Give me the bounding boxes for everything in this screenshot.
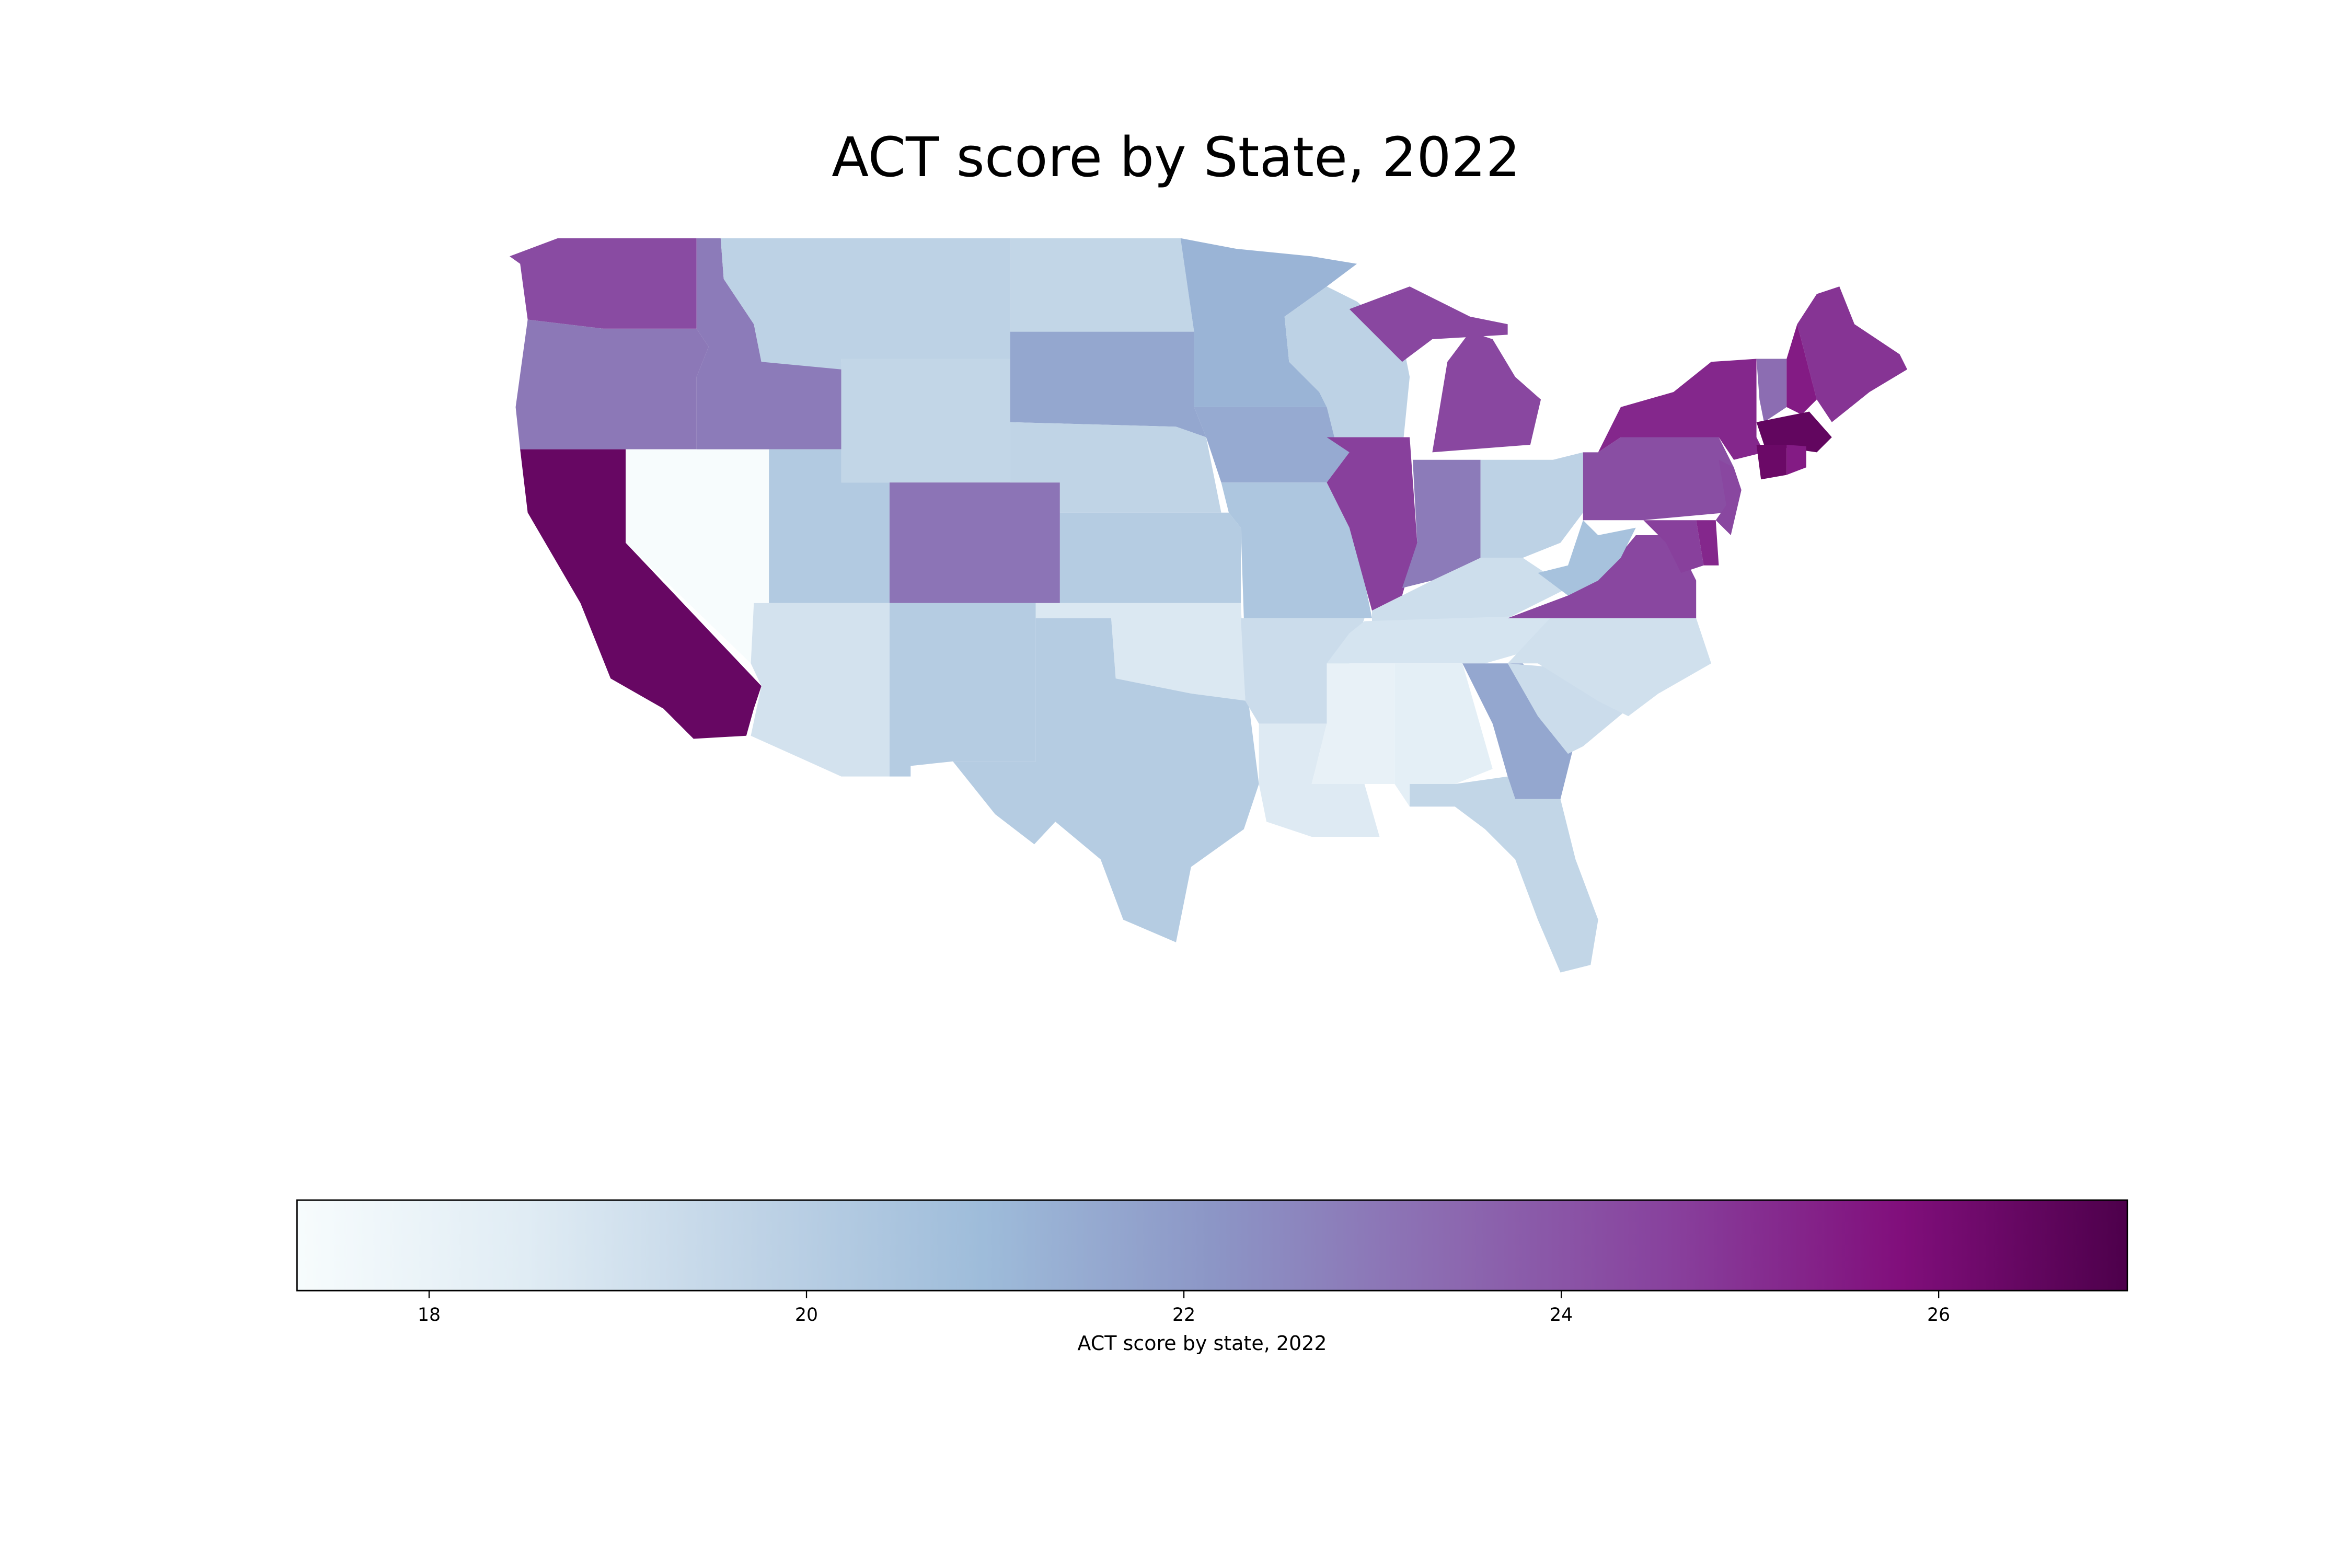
state-id [696, 238, 841, 449]
state-vt [1756, 359, 1787, 422]
colorbar-gradient [296, 1199, 2128, 1292]
state-tx [953, 618, 1259, 942]
state-ny [1598, 359, 1764, 460]
state-nj [1715, 459, 1742, 536]
state-la [1259, 723, 1380, 837]
colorbar-tick-label: 26 [1927, 1305, 1950, 1325]
state-me [1797, 286, 1908, 422]
state-az [751, 603, 890, 777]
state-ri [1786, 444, 1806, 475]
state-mi [1432, 331, 1541, 453]
state-nd [1010, 238, 1194, 332]
state-ct [1756, 444, 1787, 480]
state-de [1696, 520, 1719, 566]
state-pa [1583, 437, 1734, 521]
state-mt [720, 238, 1010, 370]
state-nc [1507, 615, 1712, 717]
colorbar: 18 20 22 24 26 [296, 1199, 2128, 1325]
colorbar-label: ACT score by state, 2022 [1077, 1332, 1327, 1355]
state-ia [1194, 407, 1350, 483]
state-ga [1462, 663, 1576, 799]
state-ca [520, 449, 762, 739]
state-oh [1480, 452, 1583, 558]
state-wy [841, 359, 1010, 483]
state-mn [1180, 238, 1357, 407]
state-nv [626, 449, 769, 664]
state-wv [1538, 520, 1636, 596]
state-sd [1010, 331, 1206, 437]
state-in [1402, 459, 1481, 588]
colorbar-tick-label: 22 [1172, 1305, 1195, 1325]
colorbar-tick-label: 18 [418, 1305, 441, 1325]
state-ne [1010, 422, 1221, 513]
state-nh [1786, 324, 1817, 415]
state-ma [1756, 411, 1832, 453]
colorbar-tick-label: 24 [1550, 1305, 1573, 1325]
state-nm [889, 603, 1036, 777]
state-mi [1349, 286, 1508, 362]
state-wa [510, 238, 697, 329]
state-fl [1410, 776, 1598, 973]
state-tn [1327, 615, 1553, 664]
state-ut [769, 449, 890, 603]
state-ms [1311, 663, 1395, 784]
state-il [1327, 437, 1417, 611]
chart-title: ACT score by State, 2022 [832, 125, 1520, 189]
state-ok [1035, 603, 1246, 701]
state-md [1643, 520, 1704, 573]
state-co [889, 482, 1060, 603]
state-or [515, 319, 709, 449]
state-ky [1372, 558, 1568, 621]
state-ks [1059, 512, 1241, 603]
state-mo [1221, 482, 1372, 618]
colorbar-tick-label: 20 [795, 1305, 818, 1325]
state-al [1394, 663, 1493, 807]
states-layer [510, 238, 1908, 973]
